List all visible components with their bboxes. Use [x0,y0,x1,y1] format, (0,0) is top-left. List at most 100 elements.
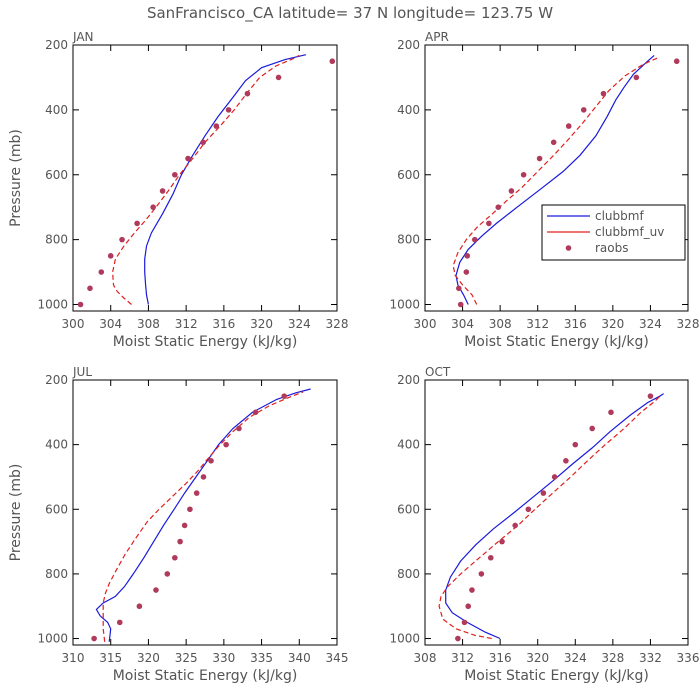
x-tick-label: 335 [250,651,273,665]
x-tick-label: 308 [489,317,512,331]
raobs-point [572,441,579,448]
legend-label: raobs [595,241,629,255]
x-tick-label: 315 [99,651,122,665]
raobs-point [495,204,502,210]
raobs-point [87,285,93,292]
series-line-clubbmf [95,388,311,642]
x-tick-label: 312 [175,317,198,331]
raobs-point [540,490,547,496]
raobs-point [193,490,200,496]
raobs-point [589,425,595,432]
y-tick-label: 200 [45,38,68,52]
raobs-point [223,441,229,448]
y-tick-label: 400 [45,438,68,452]
x-tick-label: 328 [326,317,349,331]
raobs-point [181,522,188,529]
panel-label: APR [425,30,449,44]
series-line-clubbmf-uv [452,56,661,305]
panel-label: JUL [72,365,92,379]
y-axis-label: Pressure (mb) [8,464,24,562]
raobs-point [185,155,191,162]
plot-frame [72,379,338,646]
x-tick-label: 325 [175,651,198,665]
raobs-point [464,253,471,259]
raobs-point [177,538,183,545]
raobs-point [463,269,470,275]
raobs-point [116,619,123,626]
series-line-clubbmf-uv [438,394,663,640]
y-tick-label: 400 [45,103,68,117]
x-tick-label: 330 [212,651,235,665]
raobs-point [455,635,461,642]
y-tick-label: 1000 [389,632,420,646]
panel-label: JAN [72,30,94,44]
y-tick-label: 200 [397,38,420,52]
x-tick-label: 320 [601,317,624,331]
raobs-point [633,74,640,81]
series-line-clubbmf-uv [111,54,300,305]
raobs-point [508,188,515,194]
raobs-point [213,123,220,129]
y-tick-label: 1000 [37,298,68,312]
chart-panel-apr: APR 300 304 308 312 316 320 324 328 200 400 600 800 1… [389,30,699,350]
y-axis-label: Pressure (mb) [8,129,24,227]
raobs-point [164,571,171,577]
legend-label: clubbmf [595,209,644,223]
plot-frame [424,44,689,312]
x-tick-label: 320 [526,651,549,665]
panels-container: JAN 300 304 308 312 316 320 324 328 200 400 600 800 1… [8,30,699,684]
raobs-point [487,554,494,561]
raobs-point [673,58,680,65]
raobs-point [150,204,156,210]
raobs-point [536,155,543,162]
legend-label: clubbmf_uv [595,225,664,239]
raobs-point [520,171,527,178]
plot-frame [424,379,689,646]
chart-panel-jan: JAN 300 304 308 312 316 320 324 328 200 400 600 800 1… [8,30,348,350]
y-tick-label: 800 [397,233,420,247]
raobs-point [275,74,282,81]
raobs-point [600,90,607,97]
x-tick-label: 300 [62,317,85,331]
raobs-point [580,107,587,113]
raobs-point [134,220,140,227]
x-tick-label: 312 [451,651,474,665]
raobs-point [456,285,462,292]
y-tick-label: 200 [45,373,68,387]
plot-frame [72,44,338,312]
raobs-point [329,58,336,65]
raobs-point [136,603,143,610]
x-tick-label: 316 [489,651,512,665]
x-tick-label: 300 [414,317,437,331]
x-tick-label: 316 [564,317,587,331]
y-tick-label: 400 [397,103,420,117]
y-tick-label: 600 [397,502,420,516]
raobs-point [563,457,569,464]
x-axis-label: Moist Static Energy (kJ/kg) [113,668,298,684]
raobs-point [200,139,206,146]
x-axis-label: Moist Static Energy (kJ/kg) [464,334,649,350]
raobs-point [551,474,558,480]
x-axis-label: Moist Static Energy (kJ/kg) [464,668,649,684]
y-tick-label: 1000 [37,632,68,646]
y-tick-label: 600 [45,168,68,182]
figure-title: SanFrancisco_CA latitude= 37 N longitude… [147,4,553,23]
y-tick-label: 800 [397,567,420,581]
raobs-point [77,301,84,308]
legend-marker-raobs [565,245,572,251]
raobs-point [471,236,478,243]
raobs-point [525,506,532,513]
x-tick-label: 304 [99,317,122,331]
raobs-point [107,253,114,259]
x-tick-label: 308 [414,651,437,665]
chart-panel-oct: OCT 308 312 316 320 324 328 332 336 200 400 600 800 1… [389,365,699,684]
raobs-point [499,538,505,545]
x-tick-label: 340 [288,651,311,665]
raobs-point [647,393,654,399]
raobs-point [461,619,468,626]
raobs-point [119,236,125,243]
series-line-clubbmf [445,393,664,640]
x-tick-label: 332 [639,651,662,665]
y-tick-label: 200 [397,373,420,387]
